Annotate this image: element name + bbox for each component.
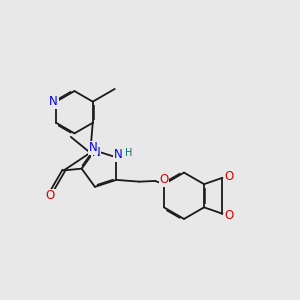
Text: N: N	[92, 146, 101, 159]
Text: O: O	[159, 173, 168, 186]
Text: N: N	[113, 148, 122, 161]
Text: O: O	[224, 209, 234, 222]
Text: H: H	[125, 148, 133, 158]
Text: O: O	[46, 189, 55, 202]
Text: N: N	[89, 141, 98, 154]
Text: O: O	[224, 170, 234, 183]
Text: N: N	[49, 95, 58, 108]
